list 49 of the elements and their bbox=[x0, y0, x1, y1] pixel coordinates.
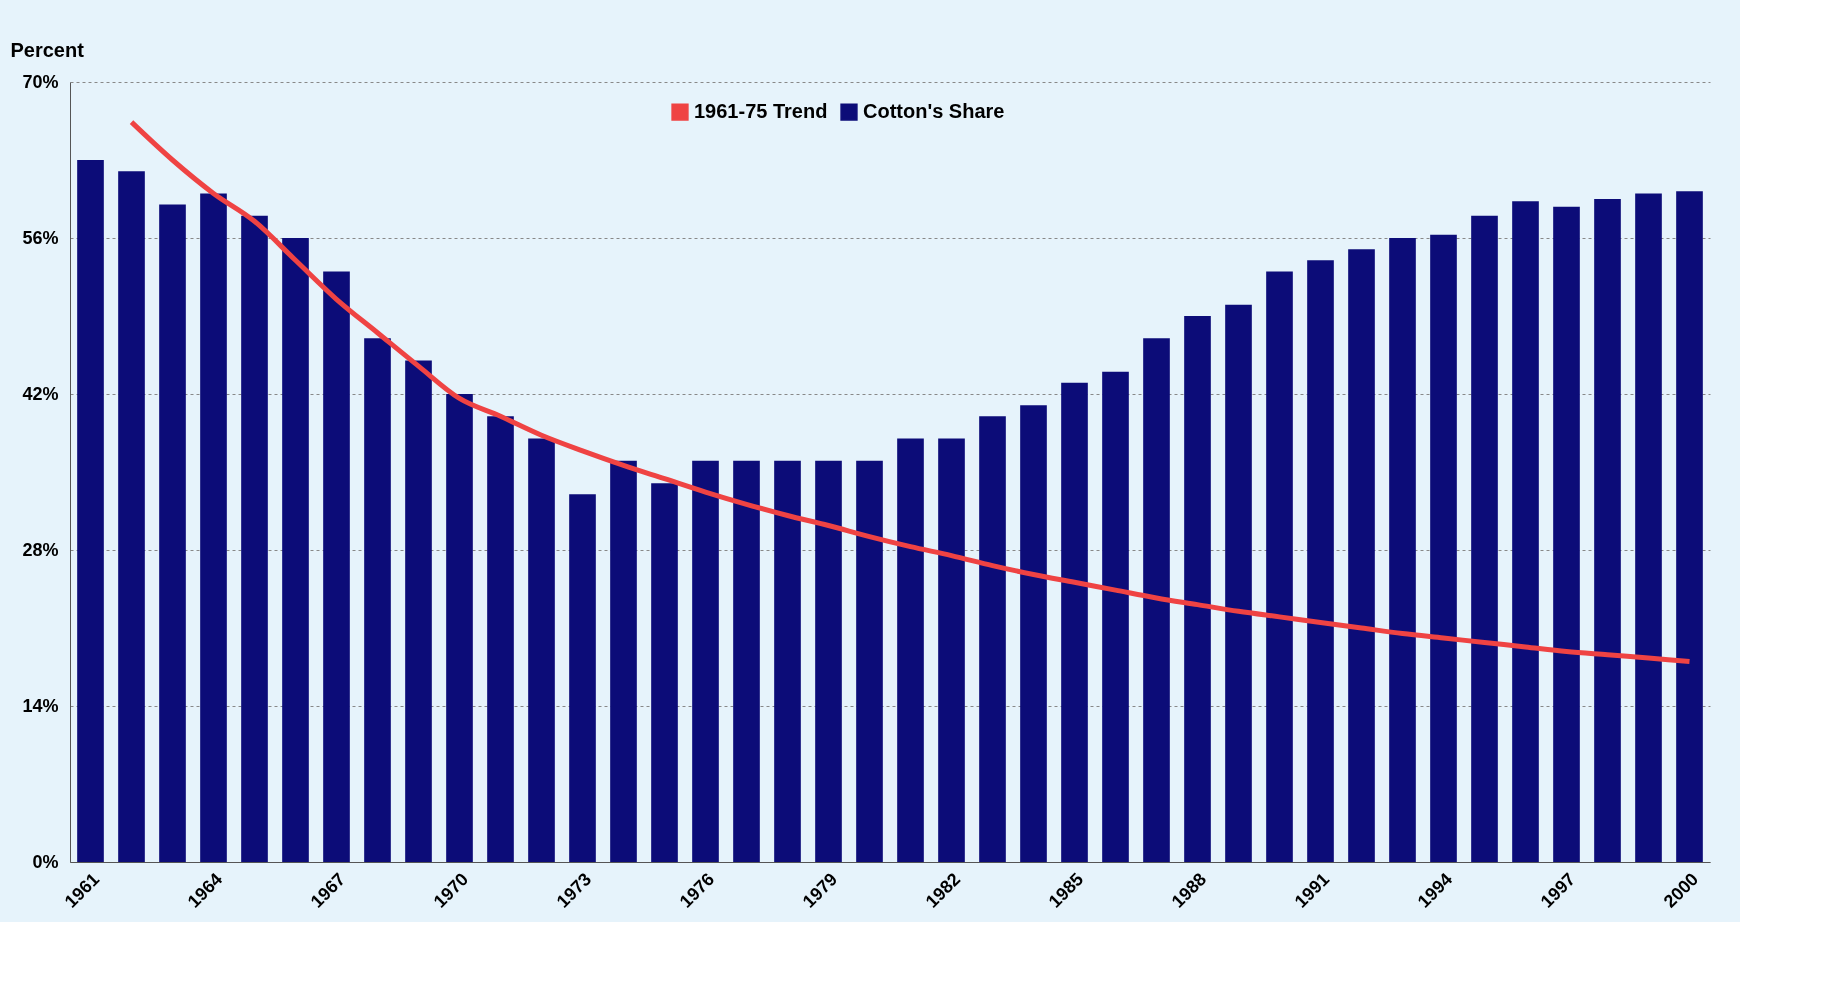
bar bbox=[1020, 405, 1047, 862]
bar bbox=[446, 394, 473, 862]
bar bbox=[979, 416, 1006, 862]
bar bbox=[487, 416, 514, 862]
legend-label: 1961-75 Trend bbox=[694, 100, 828, 123]
bar bbox=[405, 360, 432, 862]
bar bbox=[856, 460, 883, 862]
bar bbox=[1143, 338, 1170, 862]
bar bbox=[610, 460, 637, 862]
y-axis-title: Percent bbox=[10, 38, 85, 61]
bar bbox=[897, 438, 924, 862]
bar bbox=[692, 460, 719, 862]
bar bbox=[774, 460, 801, 862]
bar bbox=[1102, 371, 1129, 862]
bar bbox=[241, 215, 268, 862]
y-tick-label: 70% bbox=[22, 71, 59, 92]
y-tick-label: 0% bbox=[32, 851, 59, 872]
bar bbox=[77, 160, 104, 862]
y-tick-label: 14% bbox=[22, 695, 59, 716]
bar bbox=[1389, 238, 1416, 862]
bar bbox=[569, 494, 596, 862]
bar bbox=[200, 193, 227, 862]
bar bbox=[282, 238, 309, 862]
bar bbox=[323, 271, 350, 862]
bar bbox=[938, 438, 965, 862]
bar bbox=[1348, 249, 1375, 862]
y-tick-label: 56% bbox=[22, 227, 59, 248]
bar bbox=[159, 204, 186, 862]
bar bbox=[1512, 201, 1539, 862]
bar bbox=[815, 460, 842, 862]
bar bbox=[1471, 215, 1498, 862]
bar bbox=[1594, 199, 1621, 862]
bar bbox=[1676, 191, 1703, 862]
bar bbox=[733, 460, 760, 862]
bar bbox=[1061, 382, 1088, 862]
y-tick-label: 42% bbox=[22, 383, 59, 404]
bar bbox=[1635, 193, 1662, 862]
bar bbox=[1553, 206, 1580, 862]
bar bbox=[1307, 260, 1334, 862]
bar bbox=[364, 338, 391, 862]
bar bbox=[651, 483, 678, 862]
bar bbox=[1184, 316, 1211, 862]
bar bbox=[1225, 304, 1252, 862]
bar bbox=[1430, 234, 1457, 862]
legend-label: Cotton's Share bbox=[863, 100, 1005, 123]
bar bbox=[118, 171, 145, 862]
bar bbox=[528, 438, 555, 862]
bar bbox=[1266, 271, 1293, 862]
y-tick-label: 28% bbox=[22, 539, 59, 560]
